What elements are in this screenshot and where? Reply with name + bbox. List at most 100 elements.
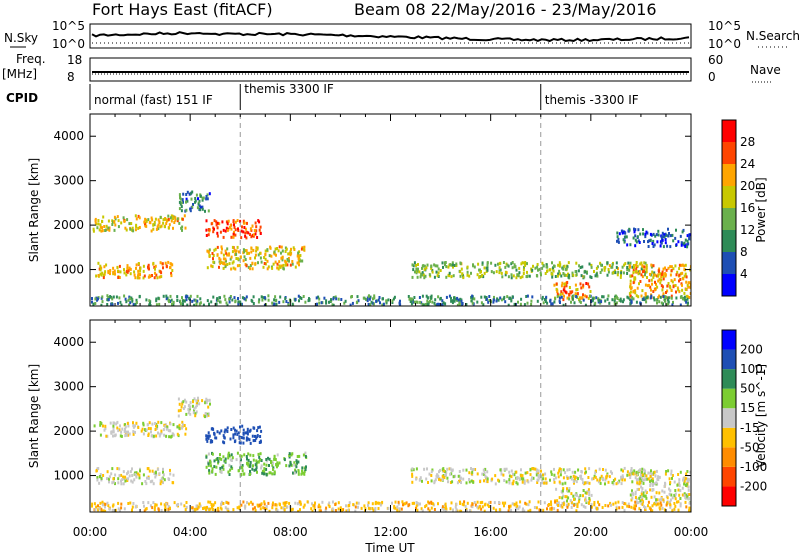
velocity-cell <box>413 501 415 505</box>
velocity-cell <box>205 434 208 438</box>
power-cell <box>252 302 255 305</box>
velocity-cell <box>658 498 661 502</box>
power-cell <box>678 279 680 283</box>
velocity-cell <box>164 505 167 509</box>
velocity-cell <box>628 473 631 477</box>
power-cell <box>164 261 167 265</box>
power-cell <box>675 290 677 294</box>
power-cell <box>685 288 687 291</box>
freq-left-label-line2: [MHz] <box>2 67 37 81</box>
velocity-cell <box>111 481 114 485</box>
velocity-cell <box>542 477 545 481</box>
velocity-cell <box>187 407 190 411</box>
power-cell <box>92 302 95 306</box>
velocity-cell <box>442 508 445 512</box>
velocity-cell <box>505 467 508 471</box>
velocity-cell <box>263 470 266 474</box>
velocity-cell <box>252 458 255 462</box>
velocity-cell <box>185 400 188 404</box>
velocity-cell <box>427 481 429 484</box>
velocity-cell <box>535 506 538 510</box>
power-cell <box>135 266 137 270</box>
power-colorbar-swatch <box>722 164 736 186</box>
power-cell <box>289 263 292 267</box>
power-cell <box>284 297 287 301</box>
power-cell <box>125 228 128 232</box>
velocity-cell <box>275 507 278 511</box>
velocity-cell <box>632 506 635 510</box>
power-cell <box>688 237 691 241</box>
power-cell <box>206 193 209 197</box>
power-cell <box>619 297 622 301</box>
velocity-cell <box>211 470 214 473</box>
velocity-cell <box>249 441 252 445</box>
velocity-cell <box>151 469 154 473</box>
velocity-cell <box>652 479 654 483</box>
velocity-cell <box>643 471 646 475</box>
power-cell <box>595 266 598 270</box>
power-cell <box>156 276 159 280</box>
velocity-cell <box>678 493 681 497</box>
velocity-cell <box>550 500 552 504</box>
power-cell <box>682 277 685 281</box>
power-cell <box>652 264 655 268</box>
velocity-cell <box>206 505 208 509</box>
velocity-cell <box>451 480 454 484</box>
velocity-cell <box>272 501 274 505</box>
velocity-cell <box>299 502 302 506</box>
velocity-cell <box>663 508 666 512</box>
velocity-cell <box>604 482 606 486</box>
power-cell <box>654 280 656 284</box>
velocity-cell <box>483 473 486 476</box>
power-cell <box>566 281 569 284</box>
velocity-cell <box>486 480 489 484</box>
power-cell <box>142 264 145 268</box>
velocity-cell <box>482 468 485 472</box>
power-cell <box>284 250 287 253</box>
velocity-cell <box>210 439 213 443</box>
power-cell <box>645 267 648 271</box>
power-cell <box>196 294 199 298</box>
power-cell <box>555 282 558 286</box>
velocity-cell <box>147 427 150 430</box>
velocity-cell <box>450 501 453 505</box>
power-cell <box>316 302 318 306</box>
velocity-cell <box>154 503 157 507</box>
velocity-cell <box>471 468 474 472</box>
power-cell <box>113 215 116 219</box>
power-cell <box>591 299 594 303</box>
power-cell <box>151 218 154 222</box>
power-cell <box>637 272 640 276</box>
power-cell <box>201 198 204 202</box>
power-cell <box>503 295 506 299</box>
velocity-cell <box>425 477 428 481</box>
power-cell <box>482 275 485 279</box>
power-cell <box>483 271 486 275</box>
power-cell <box>167 260 170 264</box>
velocity-cell <box>240 503 243 507</box>
velocity-cell <box>503 479 506 482</box>
power-cell <box>619 299 622 303</box>
velocity-cell <box>155 424 157 428</box>
power-cell <box>630 300 633 304</box>
power-cell <box>287 303 290 306</box>
velocity-cell <box>512 482 515 486</box>
velocity-cell <box>169 429 172 433</box>
velocity-cell <box>189 412 192 416</box>
power-cell <box>195 302 198 306</box>
velocity-cell <box>442 467 445 471</box>
power-cell <box>99 268 102 272</box>
velocity-cell <box>117 429 120 433</box>
power-cell <box>107 298 110 302</box>
power-cell <box>260 260 263 264</box>
power-cell <box>661 235 664 239</box>
velocity-cell <box>118 467 121 471</box>
power-cell <box>492 298 495 302</box>
power-cell <box>123 219 126 223</box>
velocity-cell <box>271 463 274 467</box>
velocity-cell <box>521 480 524 484</box>
power-cell <box>230 255 233 259</box>
velocity-cell <box>173 501 176 505</box>
power-cell <box>184 209 187 213</box>
velocity-cell <box>661 489 664 493</box>
